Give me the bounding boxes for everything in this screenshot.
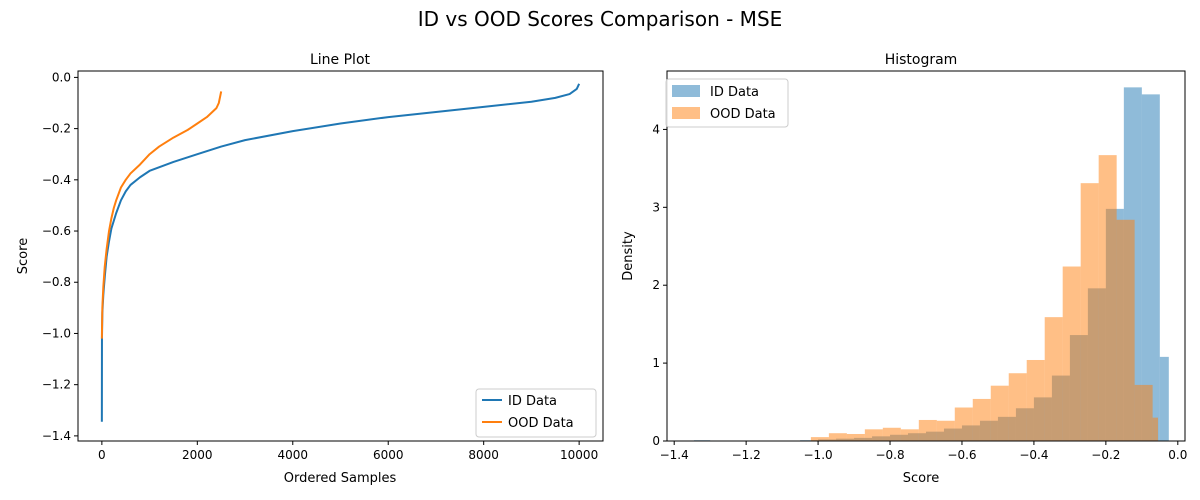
histogram-y-tick-label: 4	[652, 122, 660, 136]
histogram-legend-ood-swatch	[672, 107, 700, 119]
histogram-y-tick-label: 0	[652, 434, 660, 448]
histogram-bar-ood	[1080, 183, 1099, 442]
histogram-bar-id	[1141, 94, 1160, 442]
histogram-bar-ood	[864, 429, 883, 441]
histogram-x-tick-label: −0.2	[1091, 448, 1120, 462]
histogram-bar-ood	[1008, 373, 1027, 441]
histogram-y-tick-label: 3	[652, 200, 660, 214]
histogram-title: Histogram	[885, 52, 958, 68]
histogram-x-tick-label: −1.2	[732, 448, 761, 462]
line-legend-ood-label: OOD Data	[508, 416, 574, 431]
histogram-bar-ood	[828, 433, 847, 441]
line-x-axis-label: Ordered Samples	[284, 471, 397, 486]
histogram-x-tick-label: −0.8	[875, 448, 904, 462]
figure-title: ID vs OOD Scores Comparison - MSE	[418, 7, 783, 31]
histogram-bar-ood	[954, 407, 973, 441]
histogram-bar-ood	[972, 398, 991, 441]
histogram-bar-ood	[1116, 219, 1135, 441]
histogram-y-tick-label: 1	[652, 356, 660, 370]
histogram-x-tick-label: 0.0	[1168, 448, 1187, 462]
line-legend-id-label: ID Data	[508, 394, 557, 409]
histogram-y-tick-label: 2	[652, 278, 660, 292]
histogram-legend-id-label: ID Data	[710, 85, 759, 100]
histogram-bar-ood	[1044, 317, 1063, 441]
line-x-tick-label: 2000	[182, 448, 213, 462]
histogram-bar-ood	[1098, 155, 1117, 441]
line-x-tick-label: 4000	[277, 448, 308, 462]
histogram-bar-ood	[882, 427, 901, 441]
histogram-bar-ood	[1134, 384, 1153, 441]
histogram-bar-ood	[990, 385, 1009, 441]
line-y-tick-label: −0.6	[42, 224, 71, 238]
line-x-tick-label: 0	[98, 448, 106, 462]
histogram-x-tick-label: −0.6	[947, 448, 976, 462]
line-y-tick-label: −0.8	[42, 275, 71, 289]
histogram-legend-ood-label: OOD Data	[710, 107, 776, 122]
line-x-tick-label: 10000	[560, 448, 598, 462]
line-y-tick-label: −0.2	[42, 122, 71, 136]
histogram-bar-ood	[900, 429, 919, 441]
histogram-frame	[666, 70, 1186, 442]
histogram-bar-ood	[1062, 266, 1081, 441]
histogram-legend: ID Data OOD Data	[665, 78, 789, 128]
line-legend-box	[475, 388, 597, 438]
line-chart-title: Line Plot	[310, 52, 371, 68]
line-plot-area: 0 2000 4000 6000 8000 10000 0.0 −0.2 −0.4 −0.6 −0.…	[42, 70, 604, 462]
histogram-bar-id	[1159, 356, 1169, 441]
histogram-x-axis-label: Score	[903, 471, 939, 486]
line-chart: Line Plot 0 2000 4000 6000 8000 10000 0.0 −0.2 −…	[16, 52, 604, 486]
histogram-bar-ood	[1152, 417, 1159, 441]
line-y-axis-label: Score	[16, 238, 31, 274]
histogram-plot-area: −1.4 −1.2 −1.0 −0.8 −0.6 −0.4 −0.2 0.0 0 1 2 3 4	[652, 70, 1187, 462]
line-y-tick-label: −1.2	[42, 378, 71, 392]
line-y-tick-label: −1.0	[42, 326, 71, 340]
line-series-ood	[100, 91, 223, 339]
line-y-tick-label: −1.4	[42, 429, 71, 443]
histogram-x-tick-label: −1.0	[804, 448, 833, 462]
histogram-bar-ood	[918, 419, 937, 441]
histogram-x-tick-label: −1.4	[660, 448, 689, 462]
line-x-tick-label: 8000	[468, 448, 499, 462]
line-y-tick-label: 0.0	[52, 70, 71, 84]
line-series-id	[100, 83, 581, 422]
histogram-y-axis-label: Density	[621, 231, 636, 281]
histogram-bar-ood	[936, 420, 955, 441]
histogram-legend-id-swatch	[672, 85, 700, 97]
line-x-tick-label: 6000	[373, 448, 404, 462]
histogram-x-tick-label: −0.4	[1019, 448, 1048, 462]
histogram-bar-ood	[846, 433, 865, 441]
line-y-tick-label: −0.4	[42, 173, 71, 187]
histogram-chart: Histogram −1.4 −1.2 −1.0 −0.8 −0.6 −0.4 −0.2 0.…	[621, 52, 1187, 486]
line-frame	[77, 70, 604, 442]
line-legend: ID Data OOD Data	[475, 388, 597, 438]
histogram-bar-ood	[1026, 359, 1045, 441]
histogram-bar-ood	[810, 437, 829, 441]
